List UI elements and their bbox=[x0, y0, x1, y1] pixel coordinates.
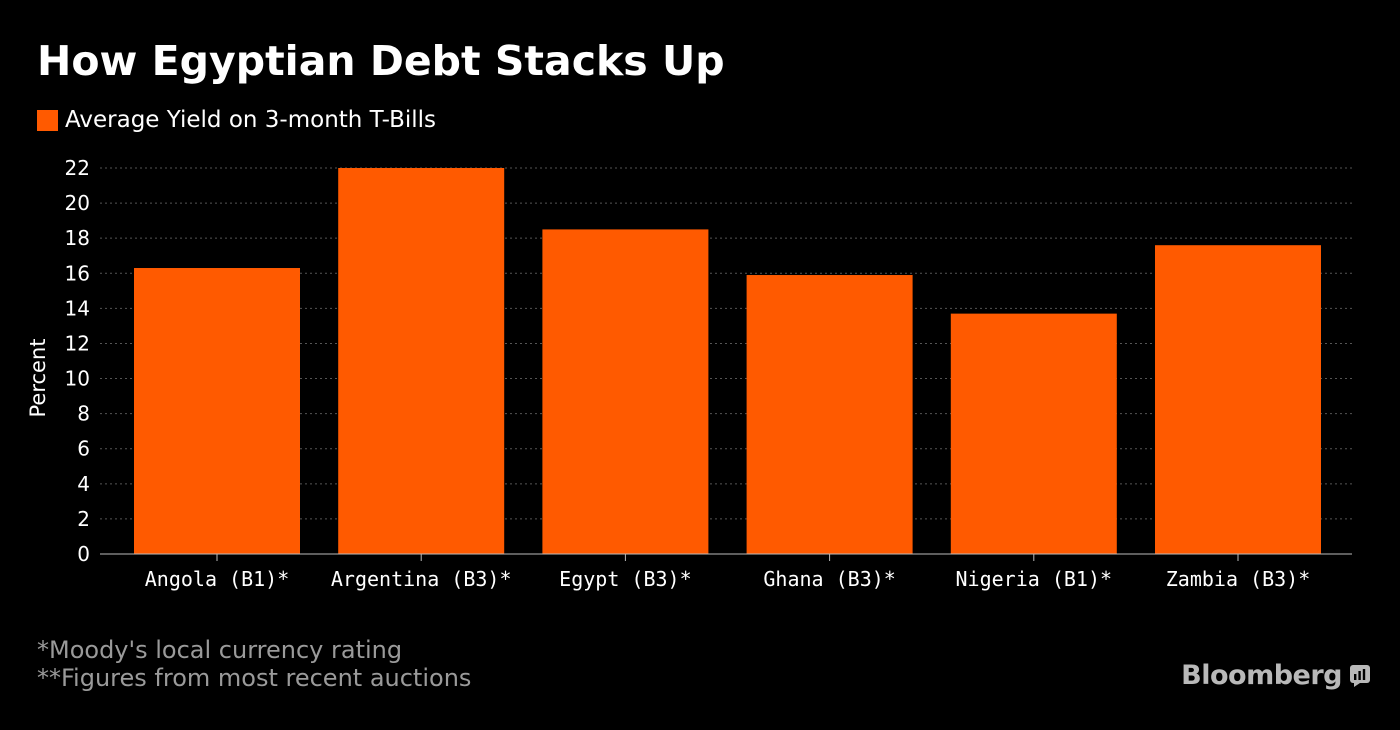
bar bbox=[746, 275, 913, 554]
y-tick-label: 18 bbox=[65, 226, 90, 250]
brand-logo: Bloomberg bbox=[1181, 660, 1370, 691]
legend-label: Average Yield on 3-month T-Bills bbox=[65, 107, 437, 133]
y-tick-label: 12 bbox=[65, 331, 90, 355]
y-tick-label: 22 bbox=[65, 156, 90, 180]
x-tick-label: Argentina (B3)* bbox=[331, 567, 512, 591]
y-tick-label: 6 bbox=[77, 437, 90, 461]
y-tick-label: 2 bbox=[77, 507, 90, 531]
legend: Average Yield on 3-month T-Bills bbox=[37, 104, 436, 136]
x-tick-label: Ghana (B3)* bbox=[763, 567, 895, 591]
y-tick-label: 8 bbox=[77, 402, 90, 426]
y-tick-label: 16 bbox=[65, 261, 90, 285]
bar bbox=[1155, 245, 1321, 554]
axes: 0 2 4 6 8 10 12 14 16 18 20 22 Angola (B1)* Argentina… bbox=[65, 156, 1352, 591]
bar bbox=[134, 268, 300, 554]
y-tick-label: 4 bbox=[77, 472, 90, 496]
bars bbox=[134, 168, 1321, 554]
y-axis-label: Percent bbox=[26, 338, 50, 417]
x-tick-label: Angola (B1)* bbox=[145, 567, 290, 591]
footnotes: *Moody's local currency rating **Figures… bbox=[37, 636, 471, 692]
x-tick-label: Egypt (B3)* bbox=[559, 567, 691, 591]
y-tick-label: 14 bbox=[65, 296, 90, 320]
x-tick-label: Nigeria (B1)* bbox=[956, 567, 1113, 591]
bar bbox=[950, 313, 1117, 554]
y-tick-label: 10 bbox=[65, 367, 90, 391]
footnote-rating: *Moody's local currency rating bbox=[37, 636, 403, 664]
brand-name: Bloomberg bbox=[1181, 660, 1342, 691]
chart-title: How Egyptian Debt Stacks Up bbox=[37, 37, 725, 85]
y-tick-label: 20 bbox=[65, 191, 90, 215]
grid-lines bbox=[100, 167, 1352, 520]
y-tick-label: 0 bbox=[77, 542, 90, 566]
footnote-auctions: **Figures from most recent auctions bbox=[37, 664, 472, 692]
x-tick-label: Zambia (B3)* bbox=[1166, 567, 1311, 591]
bloomberg-terminal-icon bbox=[1350, 664, 1370, 687]
bar bbox=[542, 229, 709, 554]
legend-swatch bbox=[37, 109, 58, 131]
bar bbox=[338, 168, 505, 554]
